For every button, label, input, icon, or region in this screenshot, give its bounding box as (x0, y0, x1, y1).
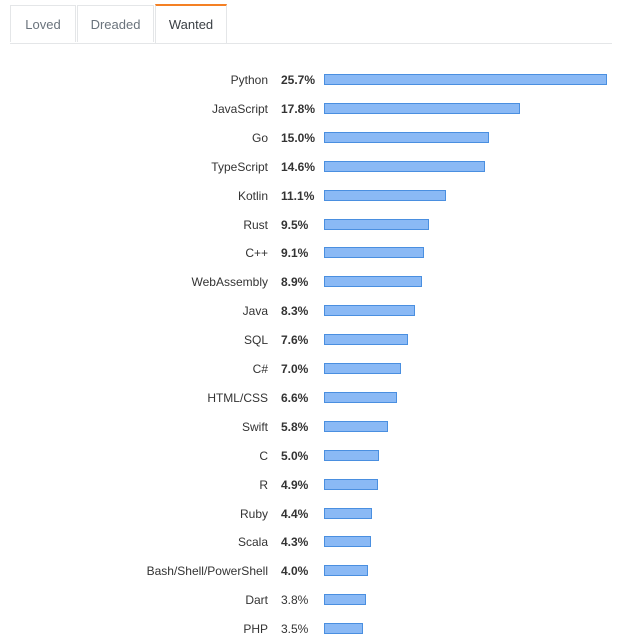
bar (324, 189, 446, 201)
bar (324, 623, 363, 635)
chart-row: Go 15.0% (0, 131, 640, 145)
value-label: 5.0% (281, 448, 309, 463)
bar (324, 276, 422, 288)
category-label: Swift (241, 419, 268, 434)
chart-row: R 4.9% (0, 478, 640, 492)
chart-row: Rust 9.5% (0, 218, 640, 232)
bar (324, 449, 379, 461)
bar (324, 334, 408, 346)
category-label: C++ (245, 246, 268, 261)
chart-row: Kotlin 11.1% (0, 189, 640, 203)
category-label: Rust (243, 217, 268, 232)
category-label: JavaScript (211, 101, 268, 116)
value-label: 4.9% (281, 477, 309, 492)
bar (324, 478, 378, 490)
chart-row: SQL 7.6% (0, 333, 640, 347)
category-label: HTML/CSS (207, 390, 268, 405)
category-label: R (259, 477, 268, 492)
value-label: 3.8% (281, 593, 309, 608)
value-label: 5.8% (281, 419, 309, 434)
chart-row: Python 25.7% (0, 73, 640, 87)
chart-row: Swift 5.8% (0, 420, 640, 434)
category-label: TypeScript (211, 159, 268, 174)
chart-row: C++ 9.1% (0, 246, 640, 260)
value-label: 6.6% (281, 390, 309, 405)
chart-row: WebAssembly 8.9% (0, 275, 640, 289)
bar (324, 565, 368, 577)
value-label: 7.0% (281, 362, 309, 376)
chart-row: C# 7.0% (0, 362, 640, 376)
value-label: 4.0% (281, 564, 309, 579)
category-label: Python (230, 73, 268, 87)
chart-row: PHP 3.5% (0, 622, 640, 636)
tab-dreaded[interactable]: Dreaded (77, 5, 154, 42)
bar (324, 305, 415, 317)
category-label: PHP (243, 622, 268, 637)
bar (324, 102, 520, 114)
tab-loved[interactable]: Loved (10, 5, 76, 42)
bar (324, 391, 397, 403)
chart-row: Bash/Shell/PowerShell 4.0% (0, 564, 640, 578)
category-label: Java (242, 304, 268, 319)
category-label: C# (252, 362, 268, 376)
chart-row: HTML/CSS 6.6% (0, 391, 640, 405)
bar (324, 363, 401, 374)
value-label: 8.3% (281, 304, 309, 319)
chart-row: Dart 3.8% (0, 593, 640, 607)
bar (324, 74, 607, 85)
category-label: Kotlin (237, 188, 268, 203)
value-label: 9.5% (281, 217, 309, 232)
value-label: 11.1% (281, 188, 315, 203)
value-label: 4.3% (281, 535, 309, 550)
tab-bar: Loved Dreaded Wanted (10, 4, 612, 44)
value-label: 17.8% (281, 101, 316, 116)
value-label: 4.4% (281, 506, 309, 521)
value-label: 8.9% (281, 275, 309, 290)
category-label: SQL (243, 333, 268, 348)
value-label: 3.5% (281, 622, 309, 637)
chart-row: Ruby 4.4% (0, 507, 640, 521)
category-label: Ruby (239, 506, 268, 521)
category-label: Scala (237, 535, 268, 550)
value-label: 9.1% (281, 246, 309, 261)
chart-row: Java 8.3% (0, 304, 640, 318)
value-label: 15.0% (281, 130, 316, 145)
category-label: Bash/Shell/PowerShell (146, 564, 268, 579)
chart-row: JavaScript 17.8% (0, 102, 640, 116)
value-label: 25.7% (281, 73, 316, 87)
chart-row: Scala 4.3% (0, 535, 640, 549)
bar (324, 420, 388, 432)
bar (324, 594, 366, 606)
category-label: Dart (245, 593, 268, 608)
category-label: WebAssembly (191, 275, 268, 290)
category-label: Go (251, 130, 268, 145)
bar (324, 160, 485, 172)
bar (324, 218, 429, 230)
chart-row: C 5.0% (0, 449, 640, 463)
value-label: 14.6% (281, 159, 316, 174)
bar (324, 247, 424, 259)
chart-row: TypeScript 14.6% (0, 160, 640, 174)
bar (324, 536, 371, 548)
bar (324, 131, 489, 143)
value-label: 7.6% (281, 333, 309, 348)
category-label: C (259, 448, 268, 463)
bar (324, 507, 372, 519)
tab-wanted[interactable]: Wanted (155, 4, 227, 43)
